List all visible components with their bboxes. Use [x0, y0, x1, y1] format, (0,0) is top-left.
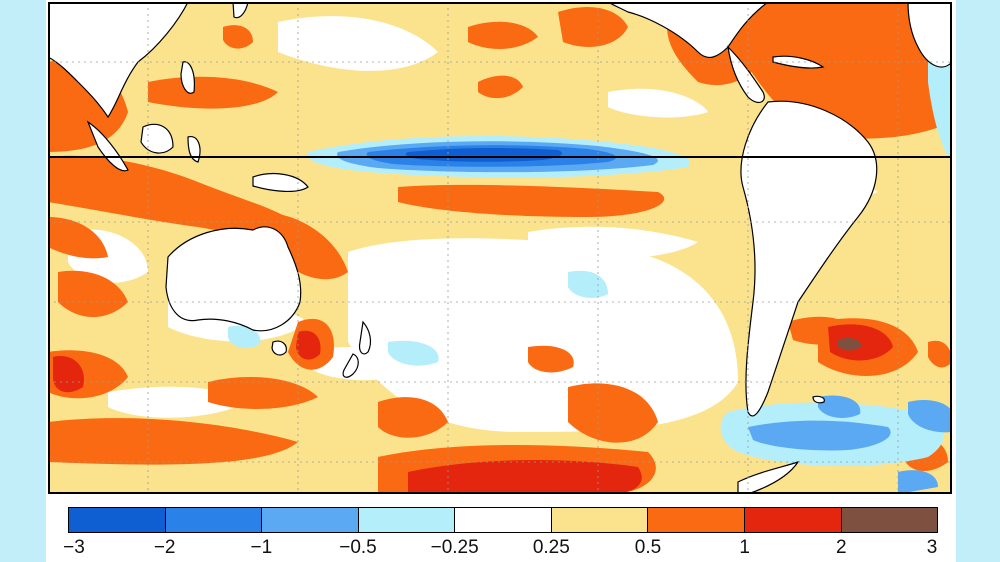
sst-anomaly-map: [48, 2, 952, 494]
legend-swatch-4: [455, 508, 552, 532]
legend-swatch-1: [165, 508, 263, 532]
legend-tick-label: 2: [836, 537, 847, 558]
legend-tick-label: −1: [250, 537, 273, 558]
central-america: [727, 45, 765, 104]
new-guinea: [252, 173, 309, 192]
legend-swatch-7: [744, 508, 842, 532]
extreme-warm-spot: [838, 338, 862, 351]
legend-tick-label: −3: [63, 537, 85, 558]
color-scale-legend: [68, 507, 938, 533]
philippines: [180, 61, 195, 94]
legend-swatch-0: [69, 508, 166, 532]
legend-tick-label: 1: [739, 537, 750, 558]
new-zealand-south: [342, 353, 359, 378]
australia: [165, 226, 302, 332]
legend-tick-label: 0.5: [634, 537, 662, 558]
legend-tick-label: −0.25: [430, 537, 479, 558]
legend-swatch-5: [551, 508, 649, 532]
graticule: [48, 2, 952, 494]
asia-mainland: [48, 2, 189, 119]
legend-swatch-3: [358, 508, 456, 532]
falkland-islands: [812, 395, 825, 404]
borneo: [140, 123, 174, 154]
africa-tip: [907, 2, 952, 68]
new-zealand-north: [358, 320, 372, 355]
legend-tick-label: −2: [153, 537, 176, 558]
map-frame: [48, 2, 952, 494]
north-america: [606, 2, 769, 59]
sumatra: [86, 120, 129, 172]
legend-tick-label: 0.25: [532, 537, 570, 558]
legend-swatch-2: [262, 508, 359, 532]
sulawesi: [187, 136, 201, 163]
legend-swatch-6: [648, 508, 745, 532]
tasmania: [271, 340, 287, 356]
land-masses: [48, 2, 952, 494]
legend-tick-label: −0.5: [339, 537, 377, 558]
legend-tick-label: 3: [926, 537, 938, 558]
hot-anomaly-regions: [53, 324, 893, 494]
legend-swatch-8: [841, 508, 938, 532]
